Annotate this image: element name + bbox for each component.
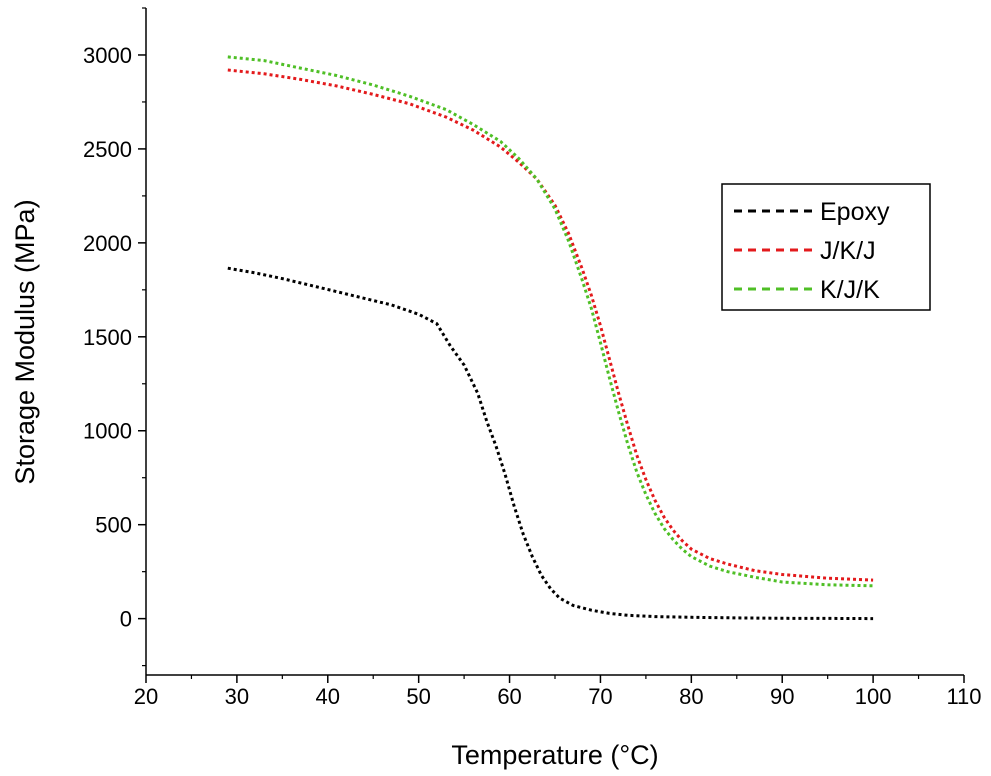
x-tick-label: 100 <box>855 684 892 709</box>
y-tick-label: 1500 <box>83 325 132 350</box>
y-tick-label: 2000 <box>83 231 132 256</box>
x-tick-label: 90 <box>770 684 794 709</box>
x-tick-label: 60 <box>497 684 521 709</box>
y-tick-label: 1000 <box>83 419 132 444</box>
y-tick-label: 0 <box>120 607 132 632</box>
plot-area <box>227 55 874 621</box>
x-tick-label: 50 <box>406 684 430 709</box>
y-axis-title: Storage Modulus (MPa) <box>10 199 40 484</box>
x-tick-label: 110 <box>946 684 981 709</box>
x-tick-label: 80 <box>679 684 703 709</box>
x-tick-label: 20 <box>134 684 158 709</box>
legend-frame <box>721 183 931 311</box>
axes: 20 30 40 50 60 70 80 90 100 110 0 500 1000 1500 2000 25… <box>83 7 982 709</box>
y-tick-label: 500 <box>95 513 132 538</box>
legend: Epoxy J/K/J K/J/K <box>721 183 931 311</box>
legend-label-epoxy: Epoxy <box>820 198 890 226</box>
y-tick-label: 2500 <box>83 137 132 162</box>
x-axis-title: Temperature (°C) <box>451 740 658 770</box>
x-tick-label: 40 <box>316 684 340 709</box>
y-tick-label: 3000 <box>83 43 132 68</box>
legend-label-kjk: K/J/K <box>820 276 880 304</box>
series-line-j-k-j <box>227 68 874 582</box>
legend-label-jkj: J/K/J <box>820 237 876 265</box>
series-line-k-j-k <box>227 55 874 588</box>
x-tick-label: 70 <box>588 684 612 709</box>
series-line-epoxy <box>227 266 874 621</box>
x-tick-label: 30 <box>225 684 249 709</box>
